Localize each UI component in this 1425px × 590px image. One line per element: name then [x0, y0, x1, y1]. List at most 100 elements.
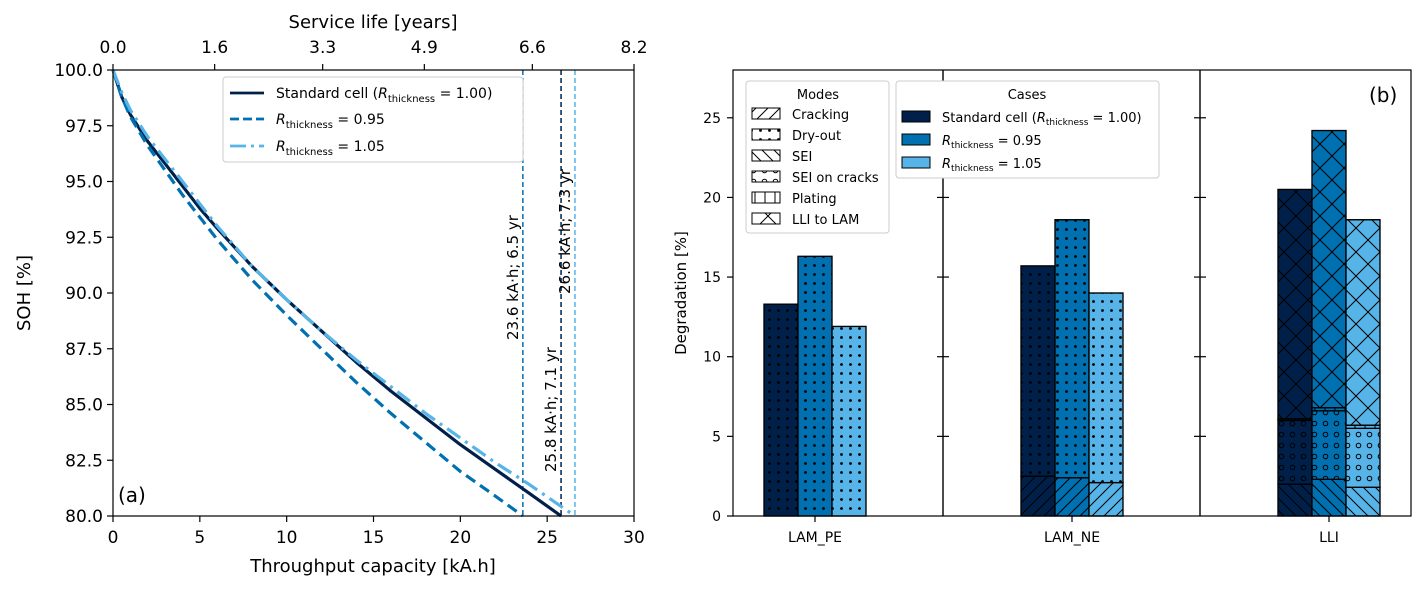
- bar-lli-case0-sei-on-cracks: [1277, 419, 1313, 485]
- bar-lli-case2-lli-to-lam: [1345, 219, 1381, 426]
- legend-a: Standard cell (Rthickness = 1.00) Rthick…: [222, 76, 524, 163]
- bar-lam_ne-case2-dry-out: [1088, 292, 1124, 484]
- x-tick-label: 20: [450, 528, 472, 548]
- panel-label-a: (a): [118, 483, 146, 507]
- legend-entry-r105: Rthickness = 1.05: [276, 139, 385, 158]
- legend-box: [222, 76, 524, 163]
- legend-entry-r095: Rthickness = 0.95: [276, 112, 385, 131]
- bar-hatch: [797, 255, 833, 517]
- bar-hatch: [1311, 478, 1347, 517]
- bar-lli-case1-sei: [1311, 478, 1347, 517]
- bar-hatch: [1054, 219, 1090, 479]
- legend-box: [895, 80, 1160, 179]
- legend-entry-mode: Plating: [792, 192, 837, 207]
- legend-title-modes: Modes: [797, 88, 839, 103]
- legend-swatch-mode: [751, 170, 781, 183]
- top-x-tick-label: 4.9: [411, 38, 438, 58]
- bar-lam_ne-case1-dry-out: [1054, 219, 1090, 479]
- bar-group: [763, 129, 1381, 517]
- legend-box: [745, 80, 890, 234]
- top-x-tick-label: 6.6: [519, 38, 546, 58]
- legend-entry-mode: Dry-out: [792, 129, 841, 144]
- bar-hatch: [831, 325, 867, 517]
- bar-lli-case1-sei-on-cracks: [1311, 410, 1347, 480]
- y-tick-label: 5: [712, 429, 721, 445]
- y-axis-label-b: Degradation [%]: [672, 231, 690, 355]
- y-tick-label: 80.0: [65, 507, 103, 527]
- annotation-label: 23.6 kA·h; 6.5 yr: [504, 214, 522, 340]
- bar-hatch: [1311, 129, 1347, 409]
- y-axis-label: SOH [%]: [14, 255, 35, 331]
- series-line-standard: [111, 69, 563, 518]
- legend-entry-case-r095: Rthickness = 0.95: [942, 134, 1042, 151]
- y-tick-label: 92.5: [65, 228, 103, 248]
- line-series-group: [111, 69, 576, 518]
- bar-lam_ne-case0-cracking: [1020, 475, 1056, 517]
- legend-entry-mode: SEI on cracks: [792, 171, 879, 186]
- legend-entry-mode: Cracking: [792, 108, 849, 123]
- legend-title-cases: Cases: [1008, 88, 1047, 103]
- x-axis-ticks: 0 5 10 15 20 25 30: [108, 516, 645, 548]
- bar-lam_pe-case2-dry-out: [831, 325, 867, 517]
- y-tick-label: 15: [703, 270, 721, 286]
- legend-swatch-case-standard: [901, 110, 931, 123]
- bar-hatch: [1088, 481, 1124, 517]
- x-tick-label: 25: [536, 528, 558, 548]
- bar-lam_pe-case1-dry-out: [797, 255, 833, 517]
- bar-lli-case0-lli-to-lam: [1277, 188, 1313, 420]
- x-tick-label: 10: [276, 528, 298, 548]
- legend-swatch-case-r095: [901, 133, 931, 146]
- legend-cases: Cases Standard cell (Rthickness = 1.00) …: [895, 80, 1160, 179]
- panel-label-b: (b): [1369, 83, 1397, 107]
- top-x-axis-ticks: 0.0 1.6 3.3 4.9 6.6 8.2: [99, 38, 648, 70]
- x-axis-label: Throughput capacity [kA.h]: [249, 556, 496, 577]
- legend-entry-standard: Standard cell (Rthickness = 1.00): [276, 86, 492, 105]
- top-x-tick-label: 1.6: [201, 38, 228, 58]
- bar-lam_ne-case1-cracking: [1054, 477, 1090, 517]
- x-tick-label: 0: [108, 528, 119, 548]
- y-axis-ticks-b: 0 5 10 15 20 25: [703, 111, 1206, 525]
- y-tick-label: 82.5: [65, 451, 103, 471]
- annotation-label: 26.6 kA·h; 7.3 yr: [556, 168, 574, 294]
- legend-swatch-mode: [751, 107, 781, 120]
- y-axis-ticks: 80.0 82.5 85.0 87.5 90.0 92.5 95.0 97.5 100.0: [54, 61, 113, 527]
- legend-entry-case-standard: Standard cell (Rthickness = 1.00): [942, 111, 1142, 128]
- bar-hatch: [1020, 475, 1056, 517]
- y-tick-label: 97.5: [65, 117, 103, 137]
- legend-swatch-mode: [751, 128, 781, 141]
- legend-swatch-mode: [751, 191, 781, 204]
- bar-lam_ne-case0-dry-out: [1020, 265, 1056, 477]
- bar-hatch: [1345, 219, 1381, 426]
- legend-swatch-mode: [751, 149, 781, 162]
- x-category-label: LLI: [1319, 530, 1339, 546]
- bar-lli-case2-sei-on-cracks: [1345, 427, 1381, 488]
- annotation-labels: 23.6 kA·h; 6.5 yr 25.8 kA·h; 7.1 yr 26.6 k…: [504, 168, 574, 472]
- x-tick-label: 15: [363, 528, 385, 548]
- bar-hatch: [1345, 486, 1381, 517]
- x-tick-label: 5: [194, 528, 205, 548]
- bar-hatch: [1311, 410, 1347, 480]
- y-tick-label: 100.0: [54, 61, 103, 81]
- bar-hatch: [1054, 477, 1090, 517]
- x-category-label: LAM_NE: [1044, 530, 1100, 546]
- x-tick-label: 30: [623, 528, 645, 548]
- bar-hatch: [1088, 292, 1124, 484]
- panel-b-bar-chart: 0 5 10 15 20 25 LAM_PE LAM_NE LLI Degradation […: [672, 69, 1412, 546]
- y-tick-label: 95.0: [65, 173, 103, 193]
- y-tick-label: 20: [703, 190, 721, 206]
- bar-hatch: [1277, 419, 1313, 485]
- top-x-tick-label: 3.3: [309, 38, 336, 58]
- legend-swatch-case-r105: [901, 156, 931, 169]
- legend-entry-mode: SEI: [792, 150, 812, 165]
- bar-lam_ne-case2-cracking: [1088, 481, 1124, 517]
- top-x-tick-label: 0.0: [99, 38, 126, 58]
- bar-lli-case0-sei: [1277, 483, 1313, 517]
- bar-hatch: [1277, 188, 1313, 420]
- bar-lli-case2-sei: [1345, 486, 1381, 517]
- bar-hatch: [1345, 427, 1381, 488]
- y-tick-label: 25: [703, 111, 721, 127]
- y-tick-label: 90.0: [65, 284, 103, 304]
- bar-lli-case1-lli-to-lam: [1311, 129, 1347, 409]
- y-tick-label: 0: [712, 509, 721, 525]
- x-category-labels: LAM_PE LAM_NE LLI: [788, 516, 1339, 546]
